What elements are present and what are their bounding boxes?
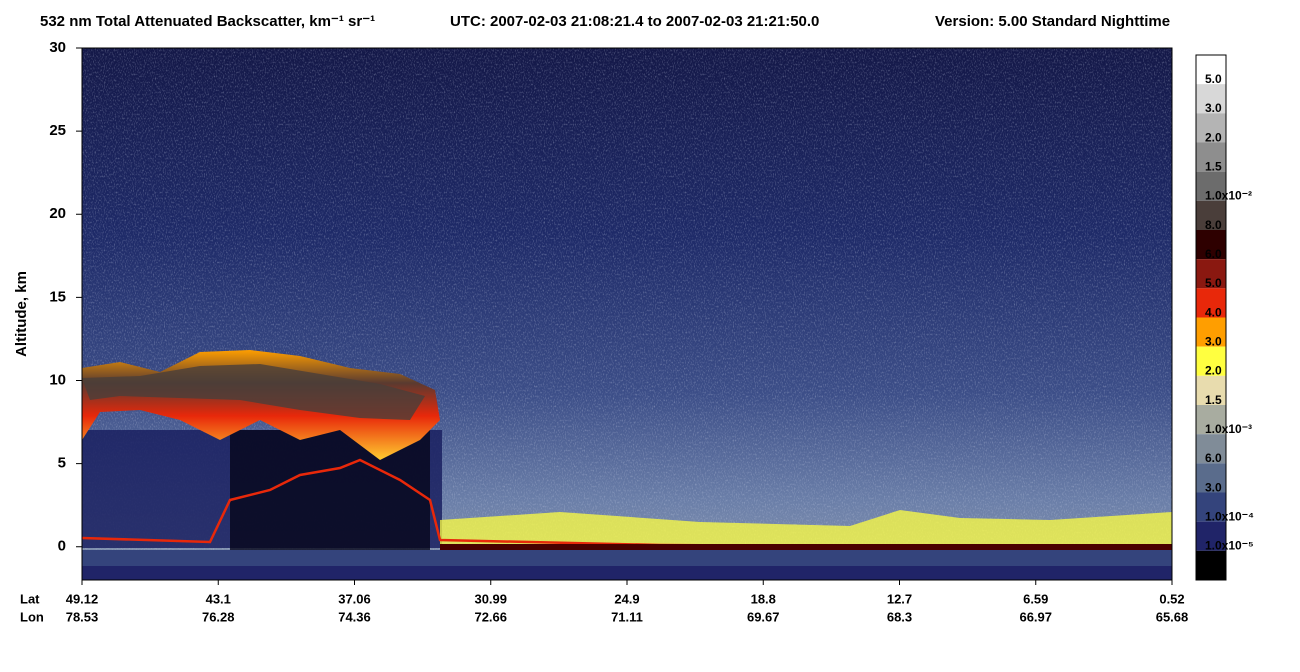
colorbar-label: 5.0 <box>1205 276 1222 290</box>
x-tick-label: 68.3 <box>887 609 912 624</box>
colorbar-swatch <box>1196 550 1226 580</box>
y-tick-label: 20 <box>49 205 66 222</box>
colorbar-label: 8.0 <box>1205 218 1222 232</box>
x-tick-label: 6.59 <box>1023 591 1048 606</box>
colorbar-label: 3.0 <box>1205 334 1222 348</box>
colorbar-swatch <box>1196 200 1226 230</box>
colorbar-label: 4.0 <box>1205 305 1222 319</box>
x-tick-label: 30.99 <box>474 591 507 606</box>
chart-title: 532 nm Total Attenuated Backscatter, km⁻… <box>40 13 375 30</box>
x-tick-label: 76.28 <box>202 609 235 624</box>
colorbar-swatch <box>1196 521 1226 551</box>
colorbar-label: 1.5 <box>1205 393 1222 407</box>
colorbar-swatch <box>1196 405 1226 435</box>
colorbar-label: 3.0 <box>1205 101 1222 115</box>
y-tick-label: 15 <box>49 288 66 305</box>
x-tick-label: 18.8 <box>751 591 776 606</box>
y-tick-label: 0 <box>58 538 66 555</box>
colorbar-swatch <box>1196 230 1226 260</box>
colorbar-swatch <box>1196 375 1226 405</box>
x-tick-label: 43.1 <box>206 591 231 606</box>
colorbar-swatch <box>1196 317 1226 347</box>
y-tick-label: 25 <box>49 122 66 139</box>
x-tick-label: 66.97 <box>1019 609 1052 624</box>
colorbar-swatch <box>1196 113 1226 143</box>
x-tick-label: 71.11 <box>611 609 643 624</box>
time-range: UTC: 2007-02-03 21:08:21.4 to 2007-02-03… <box>450 13 819 30</box>
colorbar-label: 2.0 <box>1205 364 1222 378</box>
colorbar-label: 1.5 <box>1205 159 1222 173</box>
colorbar-swatch <box>1196 259 1226 289</box>
x-tick-label: 69.67 <box>747 609 780 624</box>
y-tick-label: 5 <box>58 455 66 472</box>
y-tick-label: 30 <box>49 39 66 56</box>
x-tick-label: 72.66 <box>474 609 507 624</box>
colorbar-label: 6.0 <box>1205 451 1222 465</box>
colorbar-label: 2.0 <box>1205 130 1222 144</box>
colorbar-swatch <box>1196 171 1226 201</box>
colorbar-swatch <box>1196 463 1226 493</box>
colorbar-swatch <box>1196 142 1226 172</box>
colorbar-swatch <box>1196 288 1226 318</box>
x-tick-label: 49.12 <box>66 591 99 606</box>
colorbar-label: 3.0 <box>1205 480 1222 494</box>
colorbar-swatch <box>1196 492 1226 522</box>
colorbar-frame <box>1195 54 1227 581</box>
colorbar-label: 5.0 <box>1205 72 1222 86</box>
colorbar-swatch <box>1196 84 1226 114</box>
x-tick-label: 24.9 <box>614 591 639 606</box>
x-tick-label: 0.52 <box>1159 591 1184 606</box>
colorbar-swatch <box>1196 346 1226 376</box>
y-tick-label: 10 <box>49 371 66 388</box>
x-tick-label: 74.36 <box>338 609 371 624</box>
colorbar-label: 1.0x10⁻³ <box>1205 422 1252 436</box>
x-tick-label: 37.06 <box>338 591 371 606</box>
colorbar-label: 6.0 <box>1205 247 1222 261</box>
x-tick-label: 78.53 <box>66 609 99 624</box>
colorbar-swatch <box>1196 434 1226 464</box>
x-tick-label: 65.68 <box>1156 609 1189 624</box>
version: Version: 5.00 Standard Nighttime <box>935 13 1170 30</box>
colorbar-label: 1.0x10⁻⁵ <box>1205 539 1254 553</box>
x-tick-label: 12.7 <box>887 591 912 606</box>
y-axis-label: Altitude, km <box>13 271 30 357</box>
colorbar-label: 1.0x10⁻² <box>1205 189 1252 203</box>
x-row-name: Lon <box>20 609 44 624</box>
colorbar-swatch <box>1196 55 1226 85</box>
x-row-name: Lat <box>20 591 40 606</box>
curtain-image <box>81 48 1173 580</box>
colorbar-label: 1.0x10⁻⁴ <box>1205 509 1254 523</box>
